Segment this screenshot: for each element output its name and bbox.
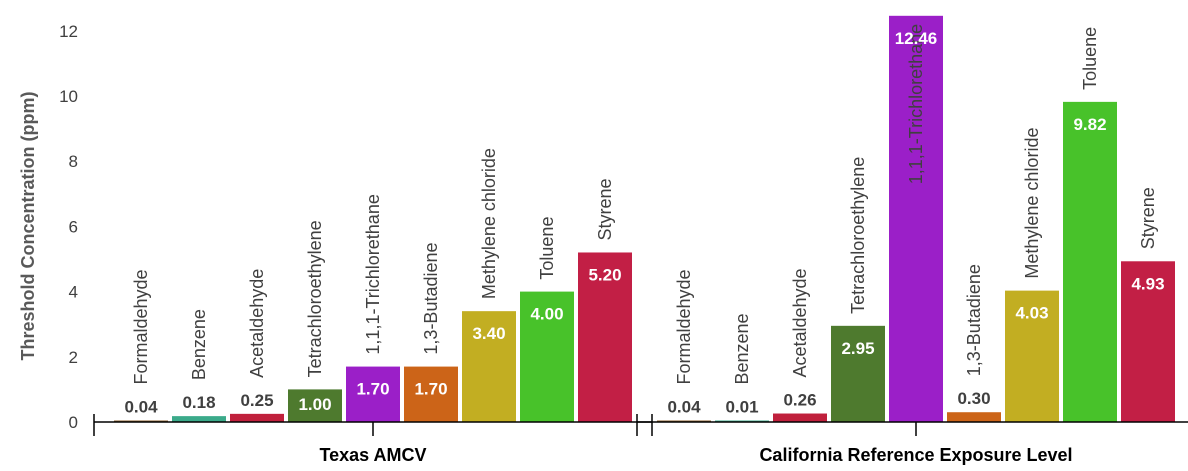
y-axis-label: Threshold Concentration (ppm) [18, 92, 38, 361]
category-label: 1,1,1-Trichlorethane [906, 24, 926, 184]
bar [404, 366, 458, 422]
category-label: Formaldehyde [674, 269, 694, 384]
category-label: Toluene [1080, 27, 1100, 90]
bar [520, 291, 574, 422]
value-label: 1.00 [298, 395, 331, 414]
value-label: 12.46 [895, 29, 938, 48]
bar [346, 366, 400, 422]
category-label: Acetaldehyde [247, 269, 267, 378]
y-axis: 0 2 4 6 8 10 12 [59, 22, 78, 432]
category-label: Benzene [189, 309, 209, 380]
value-label: 0.01 [725, 398, 758, 417]
value-labels: 0.04 0.18 0.25 1.00 1.70 1.70 3.40 4.00 5.20 0.04… [124, 29, 1164, 417]
bar [1005, 290, 1059, 422]
category-label: Toluene [537, 217, 557, 280]
category-label: 1,3-Butadiene [964, 264, 984, 376]
category-label: Tetrachloroethylene [305, 220, 325, 377]
value-label: 1.70 [356, 380, 389, 399]
category-label: Acetaldehyde [790, 268, 810, 377]
value-label: 5.20 [588, 265, 621, 284]
value-label: 4.93 [1131, 274, 1164, 293]
value-label: 0.04 [124, 398, 158, 417]
y-tick-label: 2 [69, 348, 78, 367]
value-label: 9.82 [1073, 115, 1106, 134]
y-tick-label: 4 [69, 283, 78, 302]
bar [773, 413, 827, 422]
bar [172, 416, 226, 422]
y-tick-label: 0 [69, 413, 78, 432]
y-tick-label: 10 [59, 87, 78, 106]
category-label: 1,3-Butadiene [421, 242, 441, 354]
category-label: Methylene chloride [479, 148, 499, 299]
y-tick-label: 12 [59, 22, 78, 41]
value-label: 0.18 [182, 393, 215, 412]
category-labels: Formaldehyde Benzene Acetaldehyde Tetrachlo… [131, 24, 1158, 385]
bar [831, 325, 885, 422]
y-tick-label: 6 [69, 217, 78, 236]
bar [462, 311, 516, 422]
x-axis: Texas AMCV California Reference Exposure … [93, 414, 1188, 465]
value-label: 0.26 [783, 391, 816, 410]
group-label: Texas AMCV [319, 445, 426, 465]
value-label: 0.25 [240, 391, 273, 410]
bar [889, 15, 943, 423]
value-label: 4.03 [1015, 304, 1048, 323]
category-label: 1,1,1-Trichlorethane [363, 194, 383, 354]
y-tick-label: 8 [69, 152, 78, 171]
category-label: Styrene [1138, 187, 1158, 249]
bar [288, 389, 342, 422]
group-label: California Reference Exposure Level [759, 445, 1072, 465]
category-label: Formaldehyde [131, 269, 151, 384]
value-label: 0.04 [667, 398, 701, 417]
bar [1121, 261, 1175, 422]
bar [578, 252, 632, 422]
value-label: 1.70 [414, 380, 447, 399]
value-label: 0.30 [957, 389, 990, 408]
category-label: Tetrachloroethylene [848, 157, 868, 314]
value-label: 3.40 [472, 324, 505, 343]
bar [230, 413, 284, 422]
bars [114, 15, 1175, 423]
category-label: Styrene [595, 178, 615, 240]
category-label: Benzene [732, 313, 752, 384]
value-label: 4.00 [530, 305, 563, 324]
bar [947, 412, 1001, 422]
bar [1063, 101, 1117, 423]
value-label: 2.95 [841, 339, 874, 358]
category-label: Methylene chloride [1022, 128, 1042, 279]
